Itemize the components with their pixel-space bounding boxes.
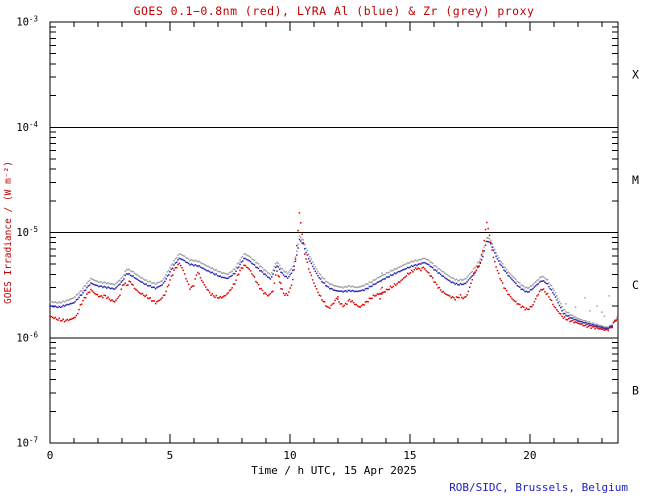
svg-text:C: C (632, 278, 639, 292)
svg-text:X: X (632, 68, 639, 82)
svg-text:15: 15 (403, 449, 416, 462)
svg-text:M: M (632, 173, 639, 187)
svg-text:10: 10 (283, 449, 296, 462)
svg-text:5: 5 (167, 449, 174, 462)
svg-text:0: 0 (47, 449, 54, 462)
credit-text: ROB/SIDC, Brussels, Belgium (449, 481, 628, 494)
svg-text:10-3: 10-3 (16, 15, 38, 29)
svg-text:10-4: 10-4 (16, 120, 38, 134)
svg-text:10-7: 10-7 (16, 436, 38, 450)
svg-text:10-6: 10-6 (16, 330, 38, 344)
x-axis-title: Time / h UTC, 15 Apr 2025 (251, 464, 417, 477)
svg-text:10-5: 10-5 (16, 225, 38, 239)
svg-text:20: 20 (523, 449, 536, 462)
chart-title: GOES 0.1−0.8nm (red), LYRA Al (blue) & Z… (133, 4, 535, 18)
svg-text:B: B (632, 383, 639, 397)
